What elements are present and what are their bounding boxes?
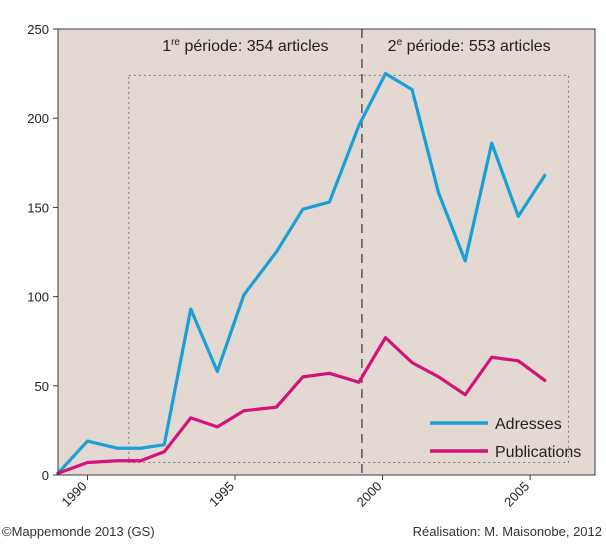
data-point	[410, 88, 414, 92]
data-point	[301, 207, 305, 211]
data-point	[189, 307, 193, 311]
y-tick-label: 250	[27, 22, 49, 37]
plot-frame	[57, 28, 596, 476]
data-point	[115, 459, 119, 463]
data-point	[490, 141, 494, 145]
data-point	[139, 446, 143, 450]
data-point	[162, 443, 166, 447]
copyright-credit: ©Mappemonde 2013 (GS)	[2, 524, 155, 539]
data-point	[410, 361, 414, 365]
x-tick-label: 1990	[59, 479, 90, 510]
period-overlay: 1re période: 354 articles 2e période: 553…	[128, 29, 569, 475]
data-point	[86, 439, 89, 443]
legend-label: Adresses	[495, 416, 562, 433]
period-2-label: 2e période: 553 articles	[388, 37, 551, 55]
series-lines	[56, 71, 547, 475]
period-box	[128, 74, 569, 464]
data-point	[328, 371, 331, 375]
legend: Adresses Publications	[430, 416, 581, 461]
y-tick-label: 0	[42, 468, 49, 483]
data-point	[437, 375, 441, 379]
x-tick-label: 1995	[206, 479, 237, 510]
y-tick-label: 150	[27, 200, 49, 215]
data-point	[328, 200, 331, 204]
data-point	[162, 450, 166, 454]
data-point	[463, 259, 467, 263]
x-tick-label: 2000	[354, 479, 385, 510]
data-point	[215, 370, 219, 373]
data-point	[543, 173, 547, 177]
data-point	[357, 123, 361, 127]
data-point	[301, 375, 305, 379]
data-point	[516, 214, 520, 218]
author-credit: Réalisation: M. Maisonobe, 2012	[412, 524, 602, 539]
data-point	[115, 446, 119, 450]
data-point	[242, 409, 246, 413]
data-point	[215, 425, 219, 429]
data-point	[242, 293, 246, 297]
y-tick-label: 50	[35, 379, 49, 394]
data-point	[437, 191, 441, 195]
data-point	[384, 72, 387, 75]
data-point	[516, 359, 520, 363]
data-point	[86, 461, 89, 464]
data-point	[274, 250, 278, 254]
legend-label: Publications	[495, 444, 581, 461]
data-point	[490, 355, 494, 359]
data-point	[384, 336, 387, 340]
x-tick-label: 2005	[501, 479, 532, 510]
data-point	[274, 405, 278, 409]
data-point	[357, 380, 361, 384]
y-tick-label: 200	[27, 111, 49, 126]
y-tick-label: 100	[27, 290, 49, 305]
plot-background	[58, 29, 595, 475]
period-1-label: 1re période: 354 articles	[162, 37, 328, 55]
data-point	[543, 379, 547, 382]
chart: 0 50 100 150 200 250 1990 1995 2000 2005 1re péri…	[27, 22, 596, 510]
data-point	[189, 416, 193, 420]
data-point	[463, 393, 467, 397]
data-point	[139, 459, 143, 463]
